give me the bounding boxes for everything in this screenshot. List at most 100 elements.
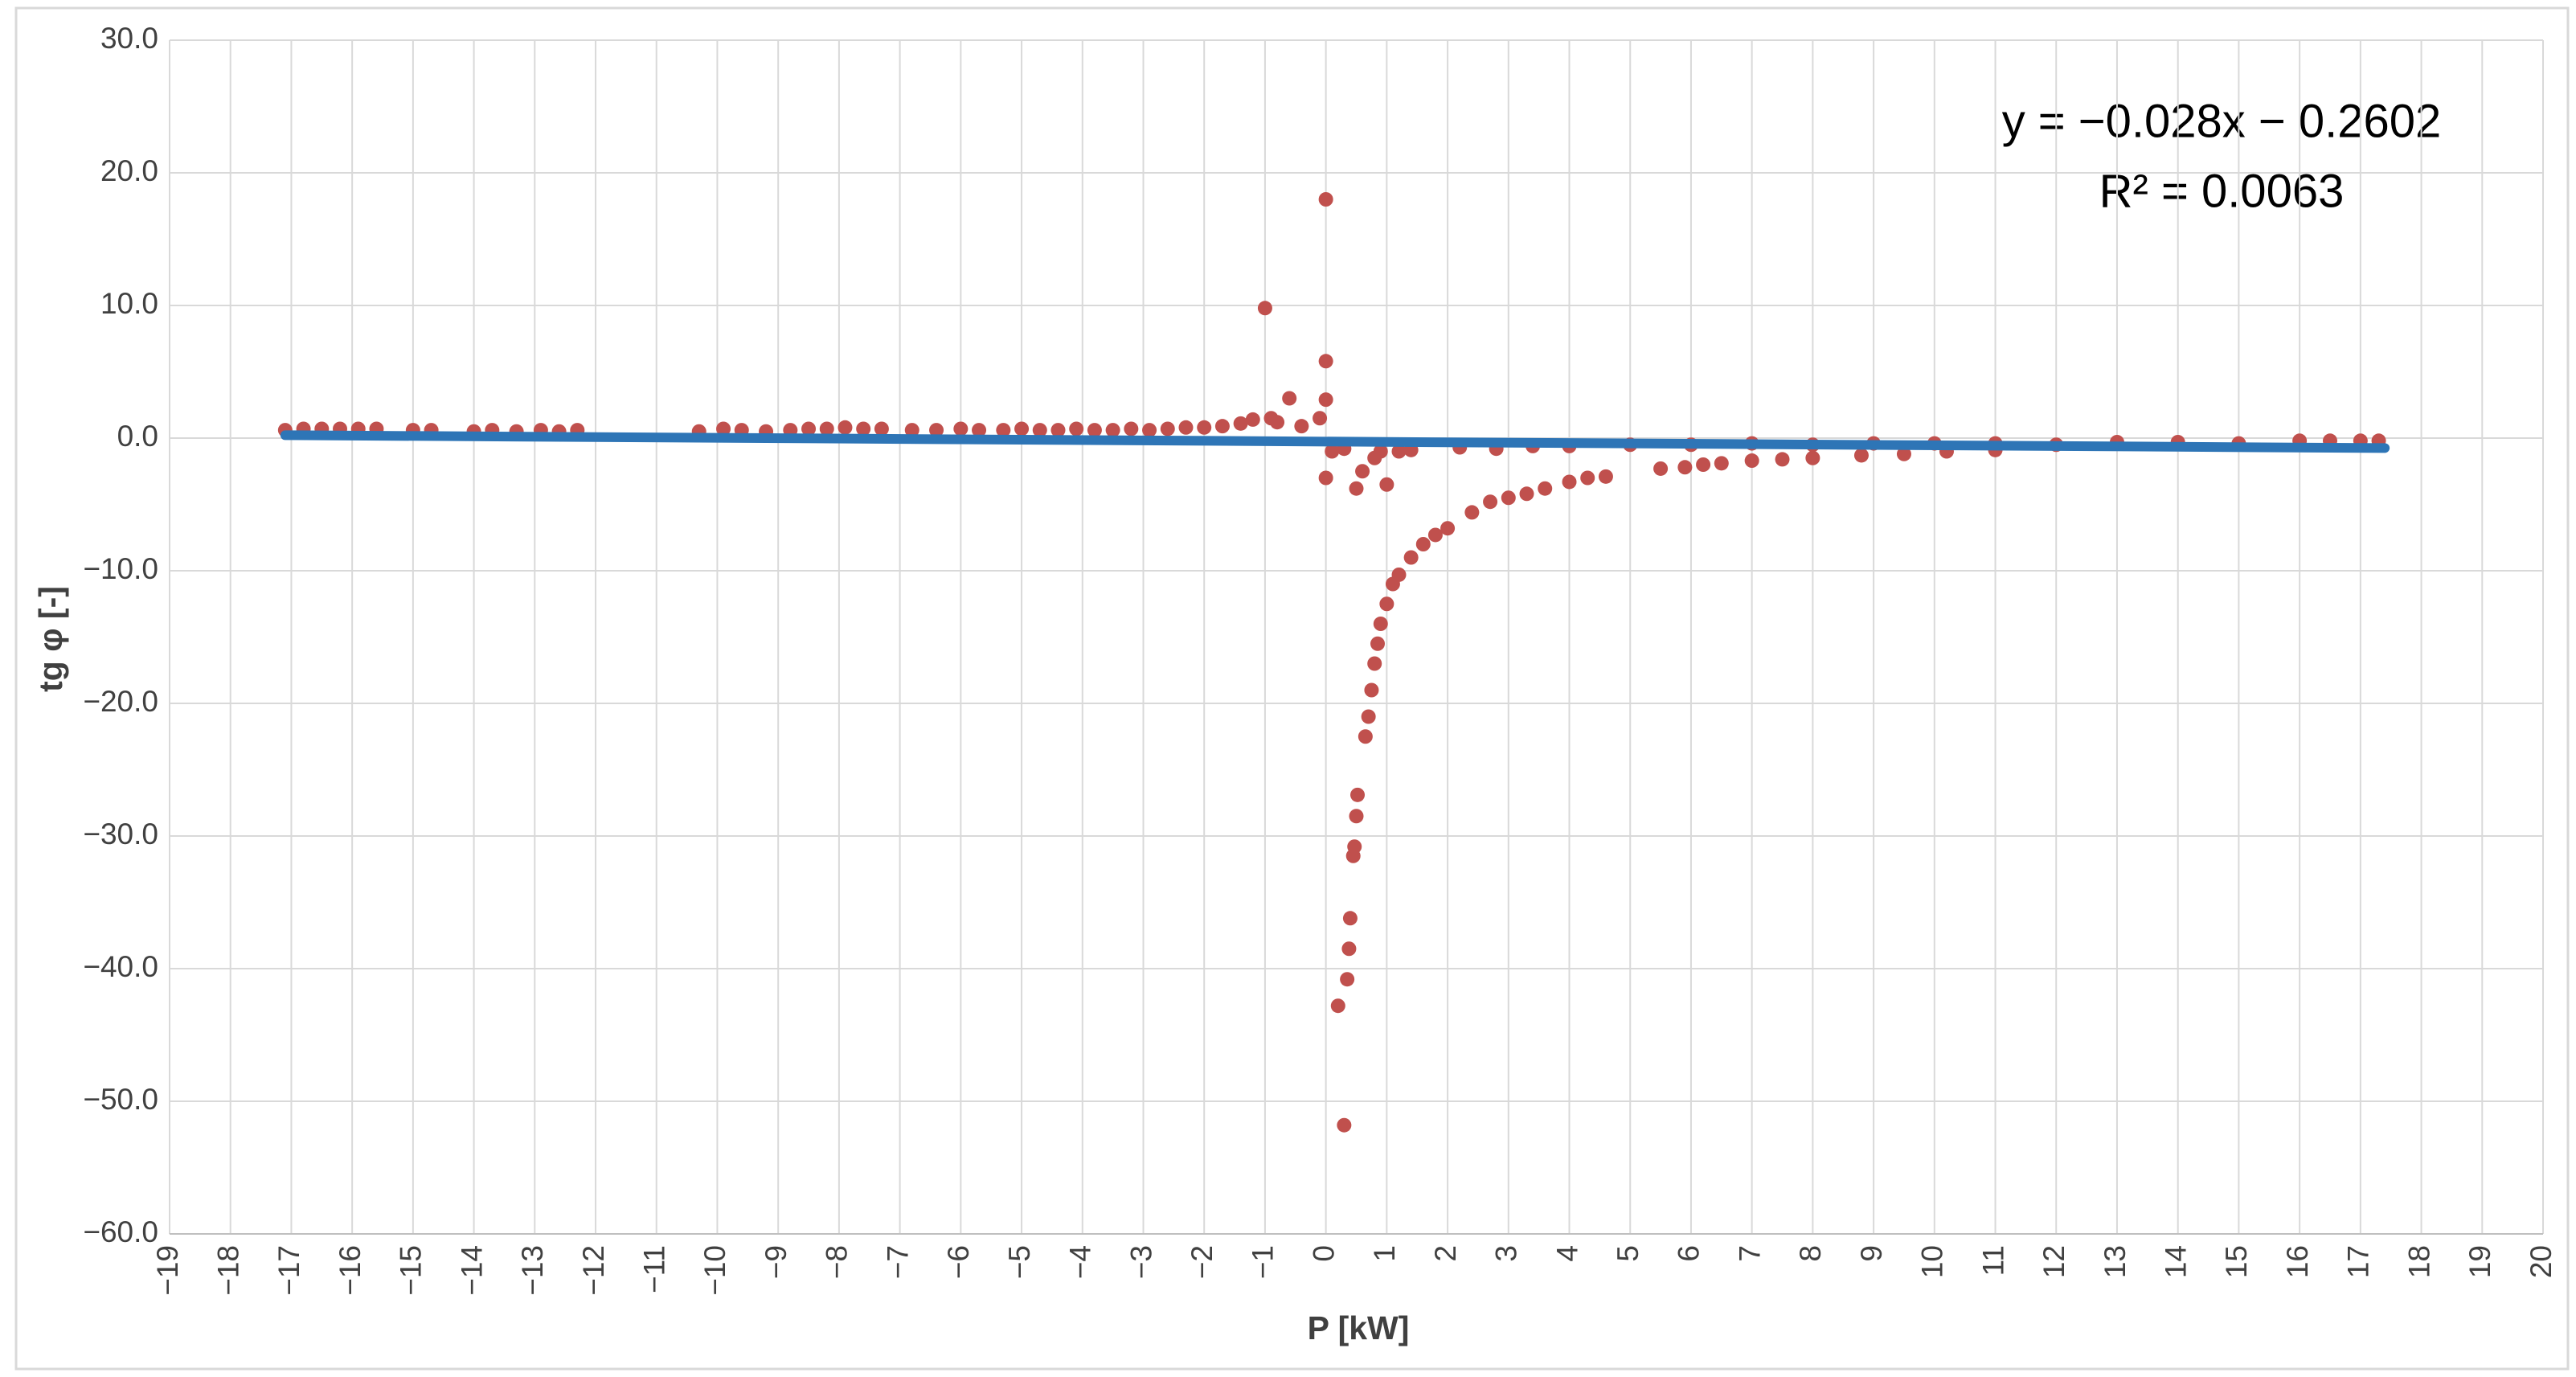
data-point bbox=[1350, 787, 1366, 802]
y-tick-label: −60.0 bbox=[83, 1215, 158, 1248]
data-point bbox=[953, 421, 969, 436]
data-point bbox=[1562, 474, 1577, 490]
y-tick-label: 0.0 bbox=[117, 420, 158, 453]
data-point bbox=[838, 420, 853, 435]
data-point bbox=[1330, 998, 1345, 1014]
y-tick-label: 10.0 bbox=[100, 287, 158, 320]
x-tick-label: −11 bbox=[638, 1245, 671, 1293]
trendline bbox=[280, 430, 2390, 453]
data-point bbox=[1677, 460, 1693, 475]
x-tick-label: 10 bbox=[1916, 1245, 1949, 1278]
data-point bbox=[1032, 423, 1047, 438]
data-point bbox=[1050, 423, 1066, 438]
data-point bbox=[1349, 809, 1364, 824]
data-point bbox=[1294, 419, 1309, 434]
data-point bbox=[1361, 709, 1376, 724]
x-tick-label: 11 bbox=[1976, 1245, 2009, 1276]
data-point bbox=[1355, 464, 1370, 479]
data-point bbox=[1379, 477, 1394, 492]
data-point bbox=[1233, 416, 1248, 431]
data-point bbox=[1696, 457, 1711, 472]
x-tick-label: 16 bbox=[2281, 1245, 2314, 1278]
data-point bbox=[1318, 470, 1333, 486]
x-tick-label: −3 bbox=[1124, 1245, 1157, 1279]
x-tick-label: 15 bbox=[2220, 1245, 2253, 1278]
x-tick-label: −8 bbox=[821, 1245, 854, 1279]
data-point bbox=[1896, 446, 1911, 461]
data-point bbox=[1340, 972, 1355, 987]
data-point bbox=[1282, 391, 1297, 406]
y-tick-label: −10.0 bbox=[83, 552, 158, 585]
data-point bbox=[1538, 481, 1553, 496]
data-point bbox=[1342, 911, 1358, 926]
x-tick-label: 5 bbox=[1612, 1245, 1644, 1262]
x-tick-label: −9 bbox=[760, 1245, 792, 1279]
x-tick-label: −12 bbox=[577, 1245, 610, 1296]
data-point bbox=[1178, 420, 1194, 435]
data-point bbox=[1805, 450, 1820, 465]
r-squared: R² = 0.0063 bbox=[2099, 165, 2345, 217]
x-tick-label: −17 bbox=[272, 1245, 305, 1296]
x-tick-label: −18 bbox=[211, 1245, 244, 1296]
data-point bbox=[1069, 421, 1084, 436]
data-point bbox=[1318, 354, 1333, 369]
data-point bbox=[801, 421, 817, 436]
x-tick-label: −16 bbox=[334, 1245, 367, 1296]
data-point bbox=[1337, 1117, 1352, 1133]
x-tick-label: −2 bbox=[1186, 1245, 1218, 1279]
x-tick-label: 3 bbox=[1490, 1245, 1523, 1262]
data-point bbox=[1318, 392, 1333, 408]
trendline-equation: y = −0.028x − 0.2602 bbox=[2002, 95, 2442, 147]
data-point bbox=[1313, 411, 1328, 426]
x-tick-label: 0 bbox=[1307, 1245, 1340, 1262]
x-tick-label: 12 bbox=[2037, 1245, 2070, 1278]
y-axis-title: tg φ [-] bbox=[32, 586, 69, 692]
x-tick-label: −15 bbox=[395, 1245, 428, 1296]
data-point bbox=[1373, 444, 1388, 459]
data-point bbox=[996, 423, 1011, 438]
data-point bbox=[1379, 596, 1394, 612]
data-point bbox=[1370, 636, 1386, 651]
x-tick-label: 13 bbox=[2099, 1245, 2132, 1278]
y-tick-label: −20.0 bbox=[83, 685, 158, 718]
x-tick-label: 20 bbox=[2525, 1245, 2558, 1278]
data-point bbox=[929, 423, 944, 438]
x-tick-label: 8 bbox=[1794, 1245, 1827, 1262]
data-point bbox=[856, 421, 871, 436]
data-point bbox=[1214, 419, 1230, 434]
x-tick-label: −14 bbox=[455, 1245, 488, 1296]
data-point bbox=[1349, 481, 1364, 496]
x-tick-label: −5 bbox=[1003, 1245, 1036, 1279]
x-tick-label: 9 bbox=[1855, 1245, 1888, 1262]
x-tick-label: 19 bbox=[2463, 1245, 2496, 1278]
data-point bbox=[1347, 839, 1362, 854]
data-point bbox=[1245, 412, 1260, 427]
data-point bbox=[1318, 192, 1333, 207]
data-point bbox=[1653, 461, 1669, 476]
x-tick-label: 18 bbox=[2402, 1245, 2435, 1278]
data-point bbox=[1391, 567, 1407, 582]
data-point bbox=[1105, 423, 1120, 438]
x-tick-label: 4 bbox=[1550, 1245, 1583, 1262]
x-tick-label: 17 bbox=[2342, 1245, 2375, 1278]
data-point bbox=[972, 423, 987, 438]
y-tick-label: −30.0 bbox=[83, 818, 158, 850]
data-point bbox=[1415, 537, 1431, 551]
data-point bbox=[1197, 420, 1212, 435]
data-point bbox=[1270, 415, 1285, 430]
data-point bbox=[1427, 527, 1443, 543]
data-point bbox=[1014, 421, 1030, 436]
x-tick-label: −10 bbox=[698, 1245, 731, 1296]
x-tick-label: −13 bbox=[516, 1245, 549, 1296]
x-tick-label: −19 bbox=[151, 1245, 184, 1296]
data-point bbox=[1464, 505, 1480, 520]
data-point bbox=[1853, 448, 1869, 463]
y-tick-label: −50.0 bbox=[83, 1083, 158, 1116]
data-point bbox=[1160, 421, 1175, 436]
data-point bbox=[1403, 550, 1419, 565]
data-point bbox=[1440, 521, 1456, 536]
y-tick-label: 30.0 bbox=[100, 22, 158, 55]
data-point bbox=[1391, 444, 1407, 459]
data-point bbox=[1775, 452, 1790, 467]
data-point bbox=[1341, 941, 1357, 957]
